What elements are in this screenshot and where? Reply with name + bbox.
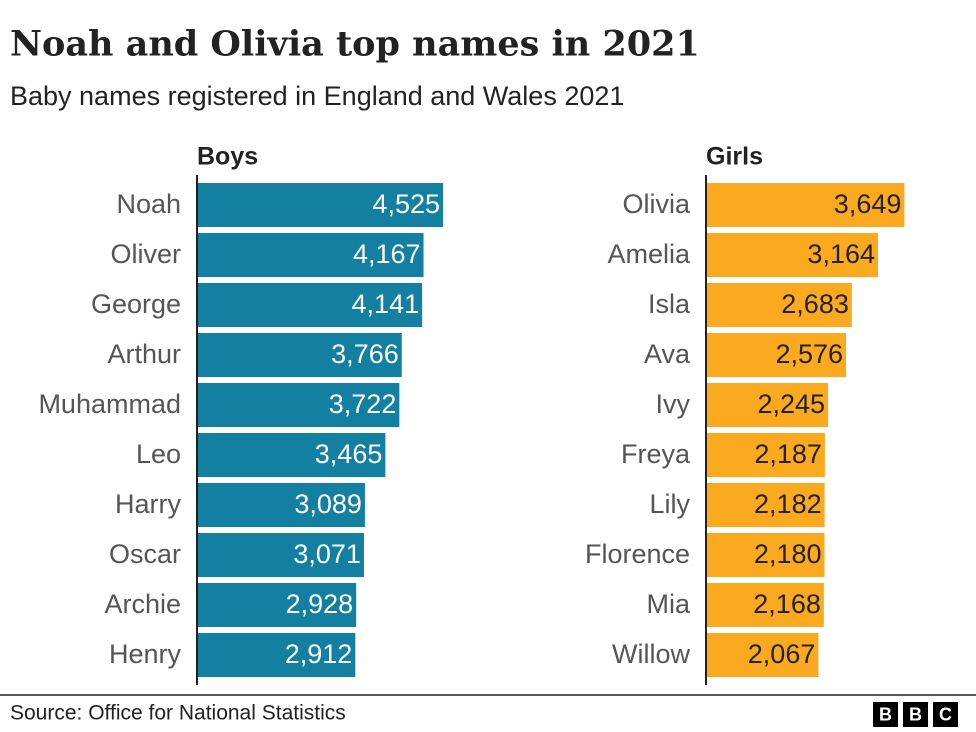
- bar: [706, 633, 819, 677]
- logo-letter: B: [879, 704, 892, 724]
- value-label: 2,180: [754, 539, 822, 569]
- source: Source: Office for National Statistics: [10, 702, 346, 725]
- logo-letter: C: [939, 704, 952, 724]
- value-label: 2,912: [285, 639, 353, 669]
- bar: [197, 533, 364, 577]
- value-label: 4,141: [352, 289, 420, 319]
- bar: [706, 183, 905, 227]
- bar: [706, 533, 825, 577]
- bar: [197, 183, 443, 227]
- bar: [197, 483, 365, 527]
- category-label: Leo: [136, 439, 181, 469]
- category-label: Muhammad: [38, 389, 181, 419]
- value-label: 2,182: [754, 489, 822, 519]
- category-label: Henry: [109, 639, 182, 669]
- category-label: Oscar: [109, 539, 181, 569]
- value-label: 3,722: [329, 389, 397, 419]
- value-label: 3,465: [315, 439, 383, 469]
- logo-block: [873, 702, 898, 727]
- bar: [197, 233, 424, 277]
- value-label: 2,683: [781, 289, 849, 319]
- value-label: 3,766: [331, 339, 399, 369]
- bar: [197, 633, 356, 677]
- category-label: Ivy: [655, 389, 690, 419]
- value-label: 3,649: [834, 189, 902, 219]
- value-label: 2,245: [757, 389, 825, 419]
- bar: [706, 233, 879, 277]
- bar: [706, 483, 825, 527]
- value-label: 2,928: [286, 589, 354, 619]
- category-label: Oliver: [110, 239, 181, 269]
- bar: [706, 383, 829, 427]
- category-label: Noah: [116, 189, 181, 219]
- category-label: Isla: [648, 289, 691, 319]
- category-label: Freya: [621, 439, 691, 469]
- value-label: 2,168: [753, 589, 821, 619]
- bar: [197, 433, 386, 477]
- value-label: 3,089: [294, 489, 362, 519]
- bar: [706, 333, 847, 377]
- category-label: Florence: [585, 539, 690, 569]
- bar: [706, 583, 824, 627]
- category-label: Harry: [115, 489, 181, 519]
- bar: [197, 383, 400, 427]
- value-label: 4,167: [353, 239, 421, 269]
- value-label: 2,187: [754, 439, 822, 469]
- bar: [197, 283, 423, 327]
- category-label: Amelia: [607, 239, 691, 269]
- panel-title: Boys: [197, 143, 258, 171]
- bar: [197, 583, 357, 627]
- bar: [706, 433, 825, 477]
- logo-letter: B: [909, 704, 922, 724]
- category-label: Mia: [646, 589, 690, 619]
- logo-block: [903, 702, 928, 727]
- bar: [706, 283, 852, 327]
- category-label: Lily: [649, 489, 690, 519]
- value-label: 4,525: [372, 189, 440, 219]
- panel-title: Girls: [706, 143, 763, 171]
- category-label: Willow: [612, 639, 690, 669]
- value-label: 3,164: [807, 239, 875, 269]
- category-label: Archie: [104, 589, 181, 619]
- value-label: 2,067: [748, 639, 816, 669]
- category-label: George: [91, 289, 181, 319]
- category-label: Arthur: [107, 339, 181, 369]
- value-label: 2,576: [775, 339, 843, 369]
- value-label: 3,071: [293, 539, 361, 569]
- category-label: Olivia: [622, 189, 690, 219]
- category-label: Ava: [644, 339, 691, 369]
- title: Noah and Olivia top names in 2021: [10, 24, 700, 65]
- subtitle: Baby names registered in England and Wal…: [10, 81, 624, 111]
- logo-block: [933, 702, 958, 727]
- bar: [197, 333, 402, 377]
